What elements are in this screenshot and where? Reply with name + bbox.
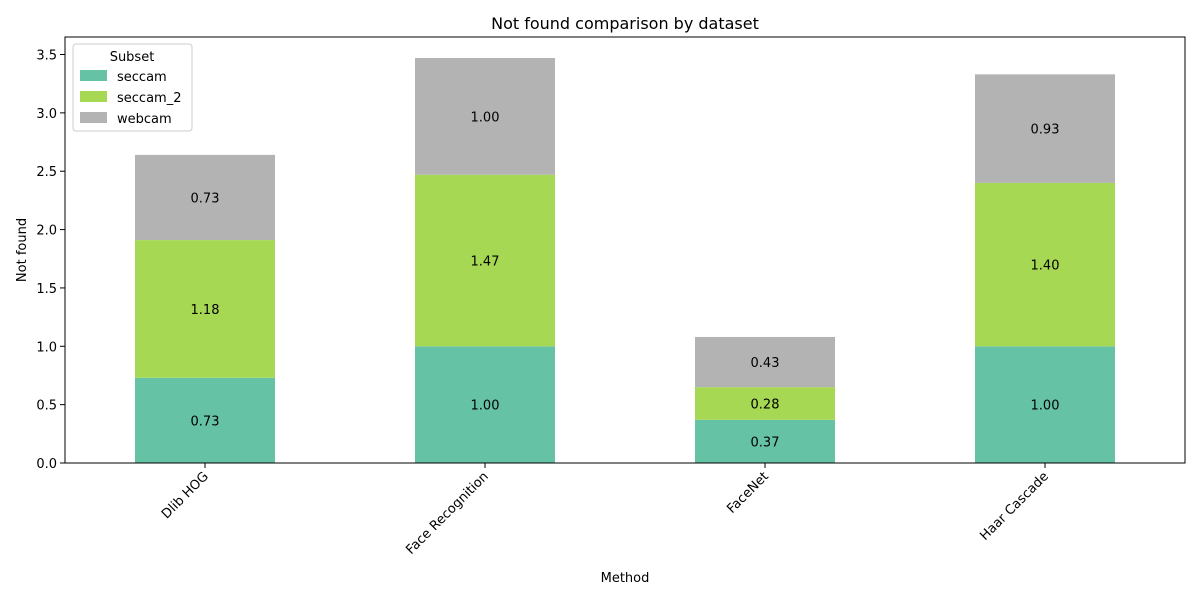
legend-box [72, 43, 193, 132]
data-labels-layer: 0.73 1.18 0.73 1.00 1.47 1.00 0.37 0.28 0.43 1.00… [191, 110, 1060, 450]
bar-webcam-2 [695, 336, 835, 388]
bar-seccam-3 [975, 346, 1115, 463]
legend-swatch-seccam [80, 70, 107, 81]
x-tick-label-0: Dlib HOG [159, 469, 212, 522]
plot-frame [64, 36, 1186, 464]
bar-seccam_2-2 [695, 387, 835, 420]
y-tick-label-2: 1.0 [36, 340, 57, 355]
data-label-seccam_2-1: 1.47 [471, 255, 500, 270]
data-label-seccam-3: 1.00 [1031, 399, 1060, 414]
y-axis: 0.0 0.5 1.0 1.5 2.0 2.5 3.0 3.5 [36, 49, 65, 472]
data-label-webcam-2: 0.43 [751, 356, 780, 371]
legend-label-seccam_2: seccam_2 [117, 91, 181, 106]
chart-title: Not found comparison by dataset [491, 14, 759, 33]
data-label-seccam-1: 1.00 [471, 399, 500, 414]
legend-title: Subset [110, 50, 155, 65]
bars-layer [135, 58, 1115, 463]
x-tick-label-2: FaceNet [724, 469, 772, 517]
bar-seccam_2-1 [415, 174, 555, 347]
x-axis-label: Method [601, 571, 650, 586]
bar-webcam-0 [135, 154, 275, 241]
bar-webcam-1 [415, 58, 555, 175]
legend-label-seccam: seccam [117, 70, 167, 85]
legend-label-webcam: webcam [117, 112, 172, 127]
data-label-webcam-1: 1.00 [471, 110, 500, 125]
x-tick-label-3: Haar Cascade [977, 469, 1052, 544]
data-label-seccam_2-2: 0.28 [751, 397, 780, 412]
data-label-seccam_2-3: 1.40 [1031, 259, 1060, 274]
y-tick-label-6: 3.0 [36, 107, 57, 122]
y-tick-label-3: 1.5 [36, 282, 57, 297]
data-label-seccam-0: 0.73 [191, 414, 220, 429]
legend-swatch-seccam_2 [80, 91, 107, 102]
bar-seccam-0 [135, 377, 275, 463]
bar-seccam_2-0 [135, 240, 275, 378]
bar-seccam-1 [415, 346, 555, 463]
data-label-seccam-2: 0.37 [751, 435, 780, 450]
y-axis-label: Not found [15, 218, 30, 282]
y-tick-label-4: 2.0 [36, 224, 57, 239]
y-tick-label-7: 3.5 [36, 49, 57, 64]
y-tick-label-0: 0.0 [36, 457, 57, 472]
bar-webcam-3 [975, 74, 1115, 183]
data-label-webcam-0: 0.73 [191, 191, 220, 206]
data-label-seccam_2-0: 1.18 [191, 303, 220, 318]
data-label-webcam-3: 0.93 [1031, 123, 1060, 138]
y-tick-label-1: 0.5 [36, 399, 57, 414]
y-tick-label-5: 2.5 [36, 165, 57, 180]
bar-seccam-2 [695, 419, 835, 463]
x-axis: Dlib HOG Face Recognition FaceNet Haar Casc… [159, 463, 1052, 558]
legend-swatch-webcam [80, 112, 107, 123]
x-tick-label-1: Face Recognition [403, 469, 491, 557]
bar-seccam_2-3 [975, 182, 1115, 347]
